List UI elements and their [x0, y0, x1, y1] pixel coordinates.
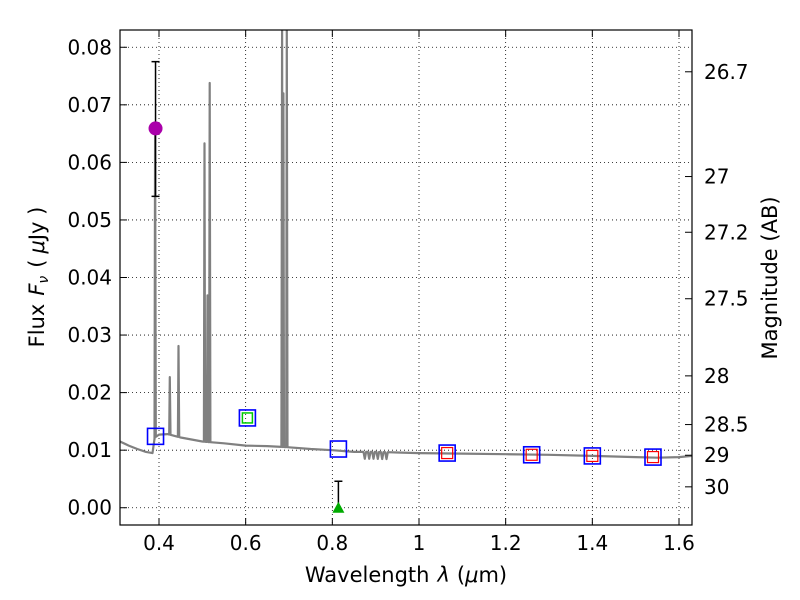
observed-photometry-point [644, 448, 662, 466]
x-tick-label: 0.4 [143, 531, 175, 555]
y-tick-label: 0.06 [67, 150, 112, 174]
y-tick-label: 0.00 [67, 496, 112, 520]
magnitude-axis-label: Magnitude (AB) [758, 196, 782, 359]
y-tick-label: 0.01 [67, 438, 112, 462]
x-tick-label: 1.2 [490, 531, 522, 555]
y-tick-label: 0.07 [67, 93, 112, 117]
magnitude-axis-ticks: 26.7 27 27.2 27.5 28 28.5 29 30 [685, 60, 749, 499]
magnitude-tick-label: 27.5 [704, 287, 749, 311]
magnitude-tick-label: 27.2 [704, 220, 749, 244]
x-axis-label: Wavelength λ (μm) [305, 563, 507, 587]
photometry-markers [146, 60, 662, 513]
y-tick-label: 0.04 [67, 266, 112, 290]
model-photometry-point [525, 448, 538, 461]
magnitude-tick-label: 28 [704, 364, 729, 388]
y-axis-label: FluxFν(μJy ) [25, 207, 52, 348]
model-spectrum-line [120, 30, 692, 461]
x-tick-label: 1.4 [576, 531, 608, 555]
magnitude-tick-label: 29 [704, 443, 729, 467]
observed-photometry-point [146, 427, 165, 446]
x-axis-ticks: 0.4 0.6 0.8 1 1.2 1.4 1.6 [143, 30, 695, 555]
y-tick-label: 0.05 [67, 208, 112, 232]
model-photometry-point [241, 412, 254, 424]
model-photometry-point [586, 449, 599, 463]
observed-photometry-point [438, 444, 456, 462]
magnitude-tick-label: 26.7 [704, 60, 749, 84]
detection-point [148, 121, 163, 136]
model-photometry-point [441, 446, 454, 460]
upper-limit-triangle [332, 501, 345, 513]
x-tick-label: 1 [413, 531, 426, 555]
y-tick-label: 0.02 [67, 381, 112, 405]
observed-photometry-point [522, 445, 541, 464]
observed-photometry-point [238, 409, 257, 427]
magnitude-tick-label: 27 [704, 165, 729, 189]
observed-photometry-point [583, 447, 602, 465]
y-tick-label: 0.03 [67, 323, 112, 347]
x-tick-label: 1.6 [663, 531, 695, 555]
model-photometry-point [646, 450, 660, 464]
observed-photometry-point [329, 440, 348, 458]
magnitude-tick-label: 30 [704, 475, 729, 499]
x-tick-label: 0.6 [230, 531, 262, 555]
y-axis-ticks: 0.00 0.01 0.02 0.03 0.04 0.05 0.06 0.07 0.08 [67, 35, 127, 520]
x-tick-label: 0.8 [316, 531, 348, 555]
y-tick-label: 0.08 [67, 35, 112, 59]
magnitude-tick-label: 28.5 [704, 413, 749, 437]
